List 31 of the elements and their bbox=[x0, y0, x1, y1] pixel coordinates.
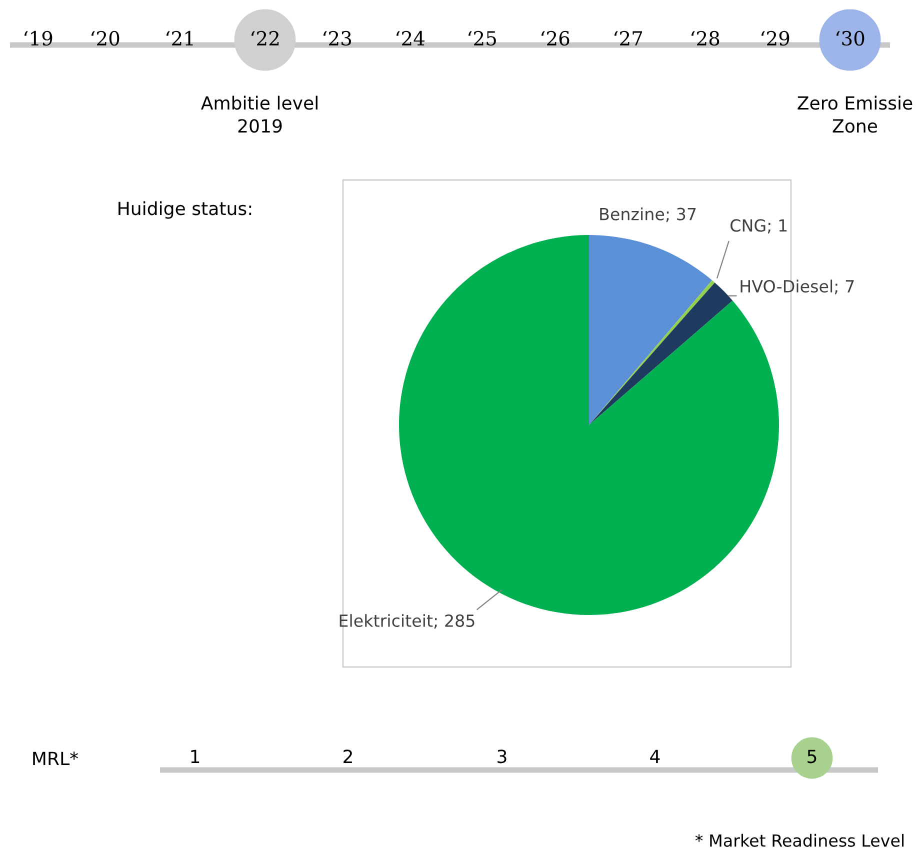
text: ‘28 bbox=[692, 30, 720, 46]
text: 3 bbox=[498, 750, 506, 764]
text: ‘26 bbox=[542, 30, 570, 46]
slice-label: Elektriciteit bbox=[340, 614, 433, 627]
data-label: ; 7 bbox=[834, 280, 854, 294]
text: 2 bbox=[344, 750, 352, 763]
text: ‘22 bbox=[252, 30, 279, 46]
slice-label: HVO-Diesel bbox=[740, 280, 832, 293]
text: ‘24 bbox=[396, 30, 424, 46]
data-label: ; 37 bbox=[666, 208, 696, 222]
text: 5 bbox=[808, 750, 816, 764]
slice-label: CNG bbox=[730, 219, 766, 232]
text: * Market Readiness Level bbox=[695, 834, 904, 847]
text: ‘21 bbox=[166, 30, 193, 46]
pie-slice bbox=[589, 235, 712, 425]
text: ‘25 bbox=[468, 30, 496, 46]
text: ‘27 bbox=[614, 30, 642, 46]
text: Zero Emissie Zone bbox=[798, 96, 912, 133]
text: ‘20 bbox=[92, 30, 120, 46]
data-label: ; 285 bbox=[434, 614, 474, 629]
data-label: ; 1 bbox=[768, 219, 787, 234]
text: ‘23 bbox=[324, 30, 352, 46]
text: Ambitie level 2019 bbox=[200, 96, 318, 133]
text: 1 bbox=[191, 750, 200, 763]
slice-label: Benzine bbox=[600, 207, 664, 220]
text: ‘29 bbox=[762, 30, 790, 46]
text: MRL* bbox=[33, 752, 78, 765]
text: ‘19 bbox=[24, 30, 52, 46]
text: 4 bbox=[650, 750, 660, 763]
text: Huidige status: bbox=[118, 201, 252, 219]
text: ‘30 bbox=[836, 30, 864, 46]
